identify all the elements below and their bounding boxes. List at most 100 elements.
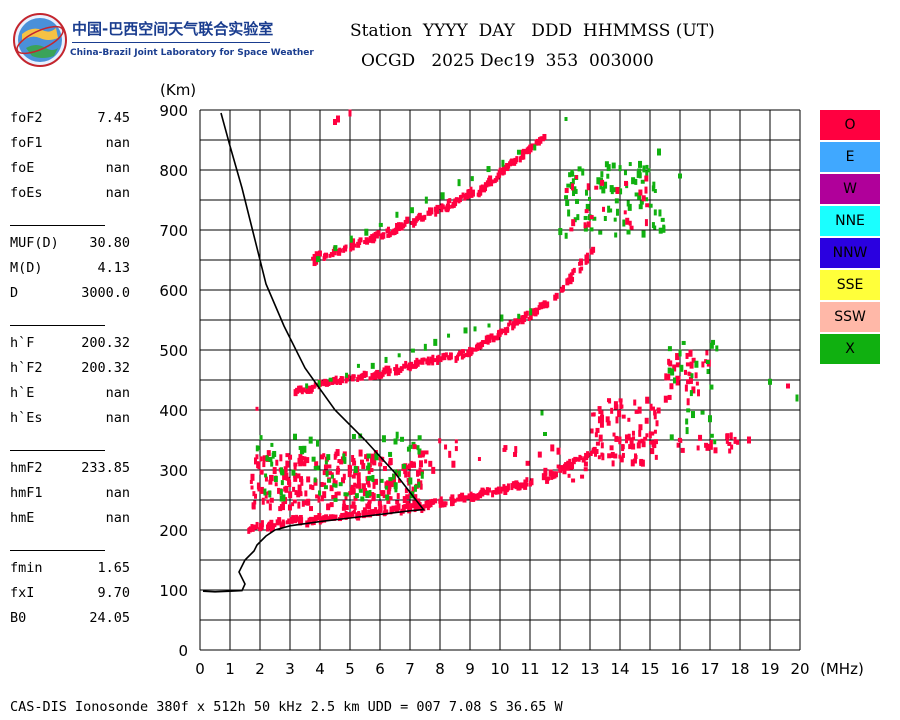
echo-point-o <box>352 243 357 248</box>
echo-point-o <box>291 502 295 507</box>
echo-point-x <box>640 179 645 184</box>
echo-point-o <box>405 494 410 500</box>
echo-point-o <box>353 471 358 476</box>
echo-point-o <box>323 482 327 487</box>
echo-point-x <box>410 348 415 353</box>
echo-point-x <box>598 230 603 235</box>
echo-point-o <box>250 485 254 490</box>
echo-point-x <box>678 173 682 179</box>
echo-point-o <box>448 450 452 458</box>
param-name: M(D) <box>10 260 43 276</box>
echo-point-o <box>655 420 659 427</box>
echo-point-x <box>354 493 359 499</box>
echo-point-o <box>644 219 648 227</box>
echo-point-x <box>669 434 674 441</box>
echo-point-x <box>358 434 362 439</box>
echo-point-o <box>329 485 334 492</box>
echo-point-x <box>626 229 631 235</box>
echo-point-x <box>345 492 349 497</box>
echo-point-x <box>636 170 641 178</box>
echo-point-o <box>669 383 674 390</box>
echo-point-o <box>595 448 599 454</box>
echo-point-o <box>479 188 483 196</box>
echo-point-x <box>584 189 588 196</box>
echo-point-o <box>583 222 587 229</box>
echo-point-o <box>297 501 301 509</box>
echo-point-o <box>347 464 352 471</box>
echo-point-o <box>260 520 264 528</box>
echo-point-o <box>259 469 264 475</box>
echo-point-o <box>696 445 700 451</box>
echo-point-x <box>351 433 356 439</box>
param-name: h`F2 <box>10 360 43 376</box>
echo-point-o <box>298 385 303 390</box>
param-value: nan <box>105 185 130 201</box>
echo-point-x <box>707 415 712 423</box>
param-name: D <box>10 285 19 301</box>
y-axis-label: (Km) <box>160 81 196 99</box>
param-name: h`E <box>10 385 35 401</box>
echo-point-o <box>274 482 278 487</box>
echo-point-o <box>525 460 530 466</box>
echo-point-x <box>614 232 618 238</box>
echo-point-x <box>540 410 544 416</box>
echo-point-o <box>502 165 506 173</box>
echo-point-x <box>356 363 360 368</box>
echo-point-o <box>633 399 637 406</box>
echo-point-x <box>400 436 405 442</box>
x-tick-label: 1 <box>225 660 235 678</box>
param-value: 9.70 <box>97 585 130 601</box>
legend-item-nne: NNE <box>820 206 880 236</box>
echo-point-x <box>653 188 657 193</box>
echo-point-o <box>617 410 622 418</box>
echo-point-o <box>644 186 648 194</box>
echo-point-o <box>594 432 598 438</box>
param-row: h`F 200.32 <box>10 335 130 355</box>
param-value: nan <box>105 135 130 151</box>
echo-point-o <box>377 500 382 506</box>
echo-point-o <box>602 206 606 212</box>
echo-point-o <box>584 209 589 214</box>
echo-point-x <box>272 450 277 457</box>
echo-point-x <box>571 178 575 185</box>
echo-point-o <box>259 486 264 494</box>
echo-point-o <box>287 504 292 511</box>
echo-point-o <box>492 490 496 495</box>
logo-english-text: China-Brazil Joint Laboratory for Space … <box>70 48 314 58</box>
echo-point-o <box>348 109 352 117</box>
echo-point-x <box>686 408 691 413</box>
logo-chinese-text: 中国-巴西空间天气联合实验室 <box>72 20 274 38</box>
echo-point-o <box>691 386 696 394</box>
echo-point-o <box>395 364 399 371</box>
y-tick-label: 500 <box>159 342 188 360</box>
echo-point-x <box>713 439 717 445</box>
echo-point-o <box>288 482 292 488</box>
echo-point-o <box>691 357 696 363</box>
echo-point-o <box>269 497 274 503</box>
echo-point-x <box>576 214 580 221</box>
echo-point-x <box>364 228 369 236</box>
echo-point-x <box>302 445 307 453</box>
echo-point-o <box>484 184 488 192</box>
echo-point-o <box>309 516 314 521</box>
echo-point-o <box>638 429 642 437</box>
echo-point-x <box>409 207 414 214</box>
echo-point-o <box>485 180 489 186</box>
echo-point-x <box>628 162 632 167</box>
echo-point-x <box>694 360 699 368</box>
param-row: foF2 7.45 <box>10 110 130 130</box>
echo-point-o <box>336 468 341 473</box>
param-row: foE nan <box>10 160 130 180</box>
echo-point-o <box>255 521 259 529</box>
echo-point-x <box>315 439 319 447</box>
x-tick-label: 15 <box>640 660 659 678</box>
echo-point-o <box>448 352 453 360</box>
echo-point-x <box>370 362 375 369</box>
echo-point-x <box>709 384 714 390</box>
echo-point-o <box>591 246 596 253</box>
echo-point-o <box>399 366 404 372</box>
echo-point-o <box>279 504 283 510</box>
echo-point-o <box>573 456 578 462</box>
echo-point-o <box>600 442 604 449</box>
echo-point-o <box>688 377 693 383</box>
